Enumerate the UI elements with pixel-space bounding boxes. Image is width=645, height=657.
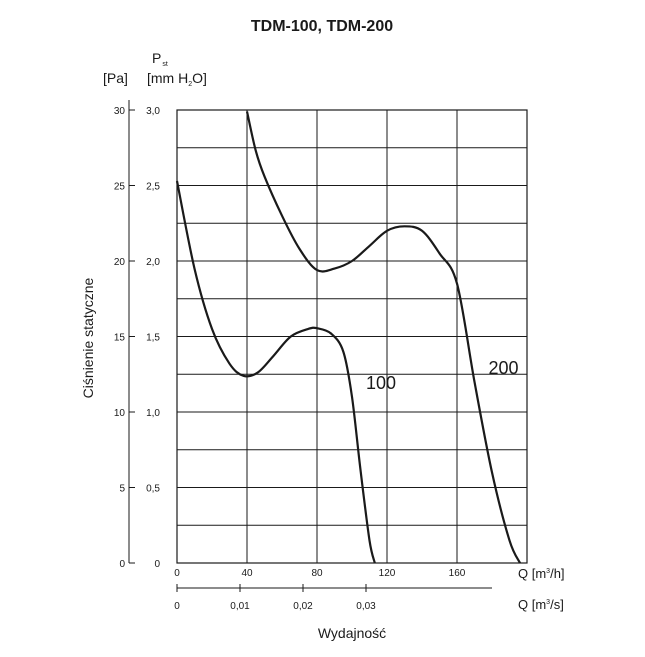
series-line-200 [245,111,522,564]
y-tick-pa-label: 20 [114,257,126,268]
chart-title: TDM-100, TDM-200 [251,18,393,35]
y-unit-pa: [Pa] [103,70,128,86]
x-tick-m3s-label: 0,02 [293,601,313,612]
series: 100 200 [175,111,522,564]
y-tick-pa-label: 5 [119,484,125,495]
y-tick-mmh2o-label: 1,0 [146,408,160,419]
x-axis-title: Wydajność [318,625,386,641]
x-tick-m3h-label: 0 [174,568,180,579]
y-tick-mmh2o-label: 0,5 [146,484,160,495]
x-tick-m3s-label: 0,03 [356,601,376,612]
y-tick-mmh2o-label: 2,5 [146,182,160,193]
y-ticks-pa: 0 5 10 15 20 25 30 [114,106,135,570]
y-tick-mmh2o-label: 1,5 [146,333,160,344]
y-tick-pa-label: 0 [119,559,125,570]
series-line-100 [175,180,376,564]
y-tick-pa-label: 10 [114,408,126,419]
y-tick-mmh2o-label: 0 [154,559,160,570]
y-tick-mmh2o-label: 3,0 [146,106,160,117]
series-label-200: 200 [489,358,519,378]
x-unit-m3s: Q [m3/s] [518,597,564,612]
y-ticks-mmh2o: 0 0,5 1,0 1,5 2,0 2,5 3,0 [146,106,160,570]
x-tick-m3s-label: 0,01 [230,601,250,612]
y-unit-mmh2o: [mm H2O] [147,70,207,88]
y-tick-mmh2o-label: 2,0 [146,257,160,268]
x-tick-m3h-label: 160 [449,568,466,579]
y-tick-pa-label: 15 [114,333,126,344]
plot-frame [176,109,528,564]
x-unit-m3h: Q [m3/h] [518,566,565,581]
y-tick-pa-label: 25 [114,182,126,193]
series-label-100: 100 [366,373,396,393]
x-tick-m3h-label: 80 [311,568,323,579]
y-tick-pa-label: 30 [114,106,126,117]
x-ticks-m3s: 0 0,01 0,02 0,03 [174,584,376,612]
x-ticks-m3h: 0 40 80 120 160 [174,568,466,579]
y-axis-title: Ciśnienie statyczne [80,277,96,398]
x-tick-m3s-label: 0 [174,601,180,612]
grid [177,110,527,563]
pressure-symbol: Pst [152,50,168,68]
x-tick-m3h-label: 40 [241,568,253,579]
x-tick-m3h-label: 120 [379,568,396,579]
